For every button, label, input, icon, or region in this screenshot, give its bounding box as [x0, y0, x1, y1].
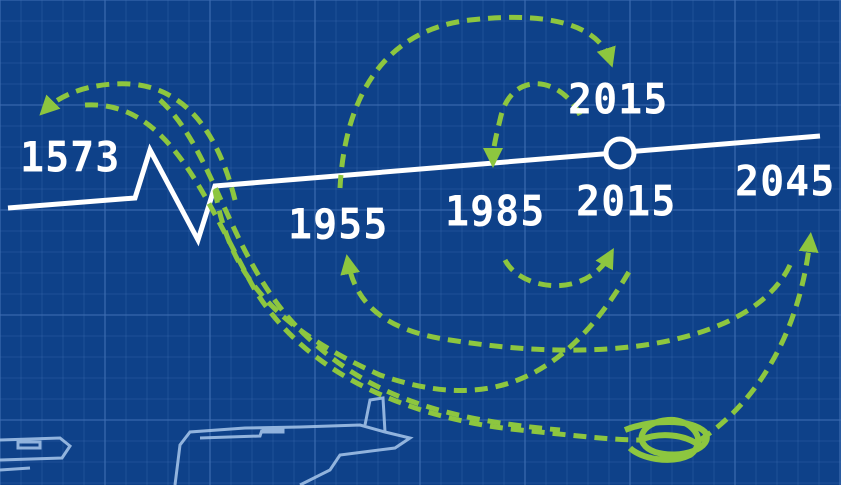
- year-label-1955: 1955: [288, 200, 389, 250]
- car-sketch: [0, 396, 414, 485]
- rope-path-b: [84, 102, 641, 443]
- knot-icon: [623, 416, 710, 463]
- arrow-1985-to-2015-low: [502, 248, 614, 289]
- time-travel-arrows: [39, 14, 819, 443]
- arrow-to-1573: [39, 81, 238, 201]
- circle-marker-icon: [603, 136, 637, 170]
- arrow-1955-to-2015: [337, 14, 616, 189]
- year-label-2045: 2045: [735, 157, 836, 207]
- year-label-1985: 1985: [445, 187, 546, 237]
- timeline-line: [7, 133, 821, 247]
- arrow-2015-to-1985: [483, 81, 583, 168]
- rope-path-d: [698, 232, 819, 443]
- rope-path-a: [212, 189, 633, 393]
- year-label-2015: 2015: [576, 177, 677, 227]
- arrow-2045-to-1955: [340, 254, 793, 353]
- year-label-2015-alternate: 2015: [568, 75, 669, 125]
- rope-path-c: [158, 98, 561, 433]
- year-label-1573: 1573: [20, 133, 121, 183]
